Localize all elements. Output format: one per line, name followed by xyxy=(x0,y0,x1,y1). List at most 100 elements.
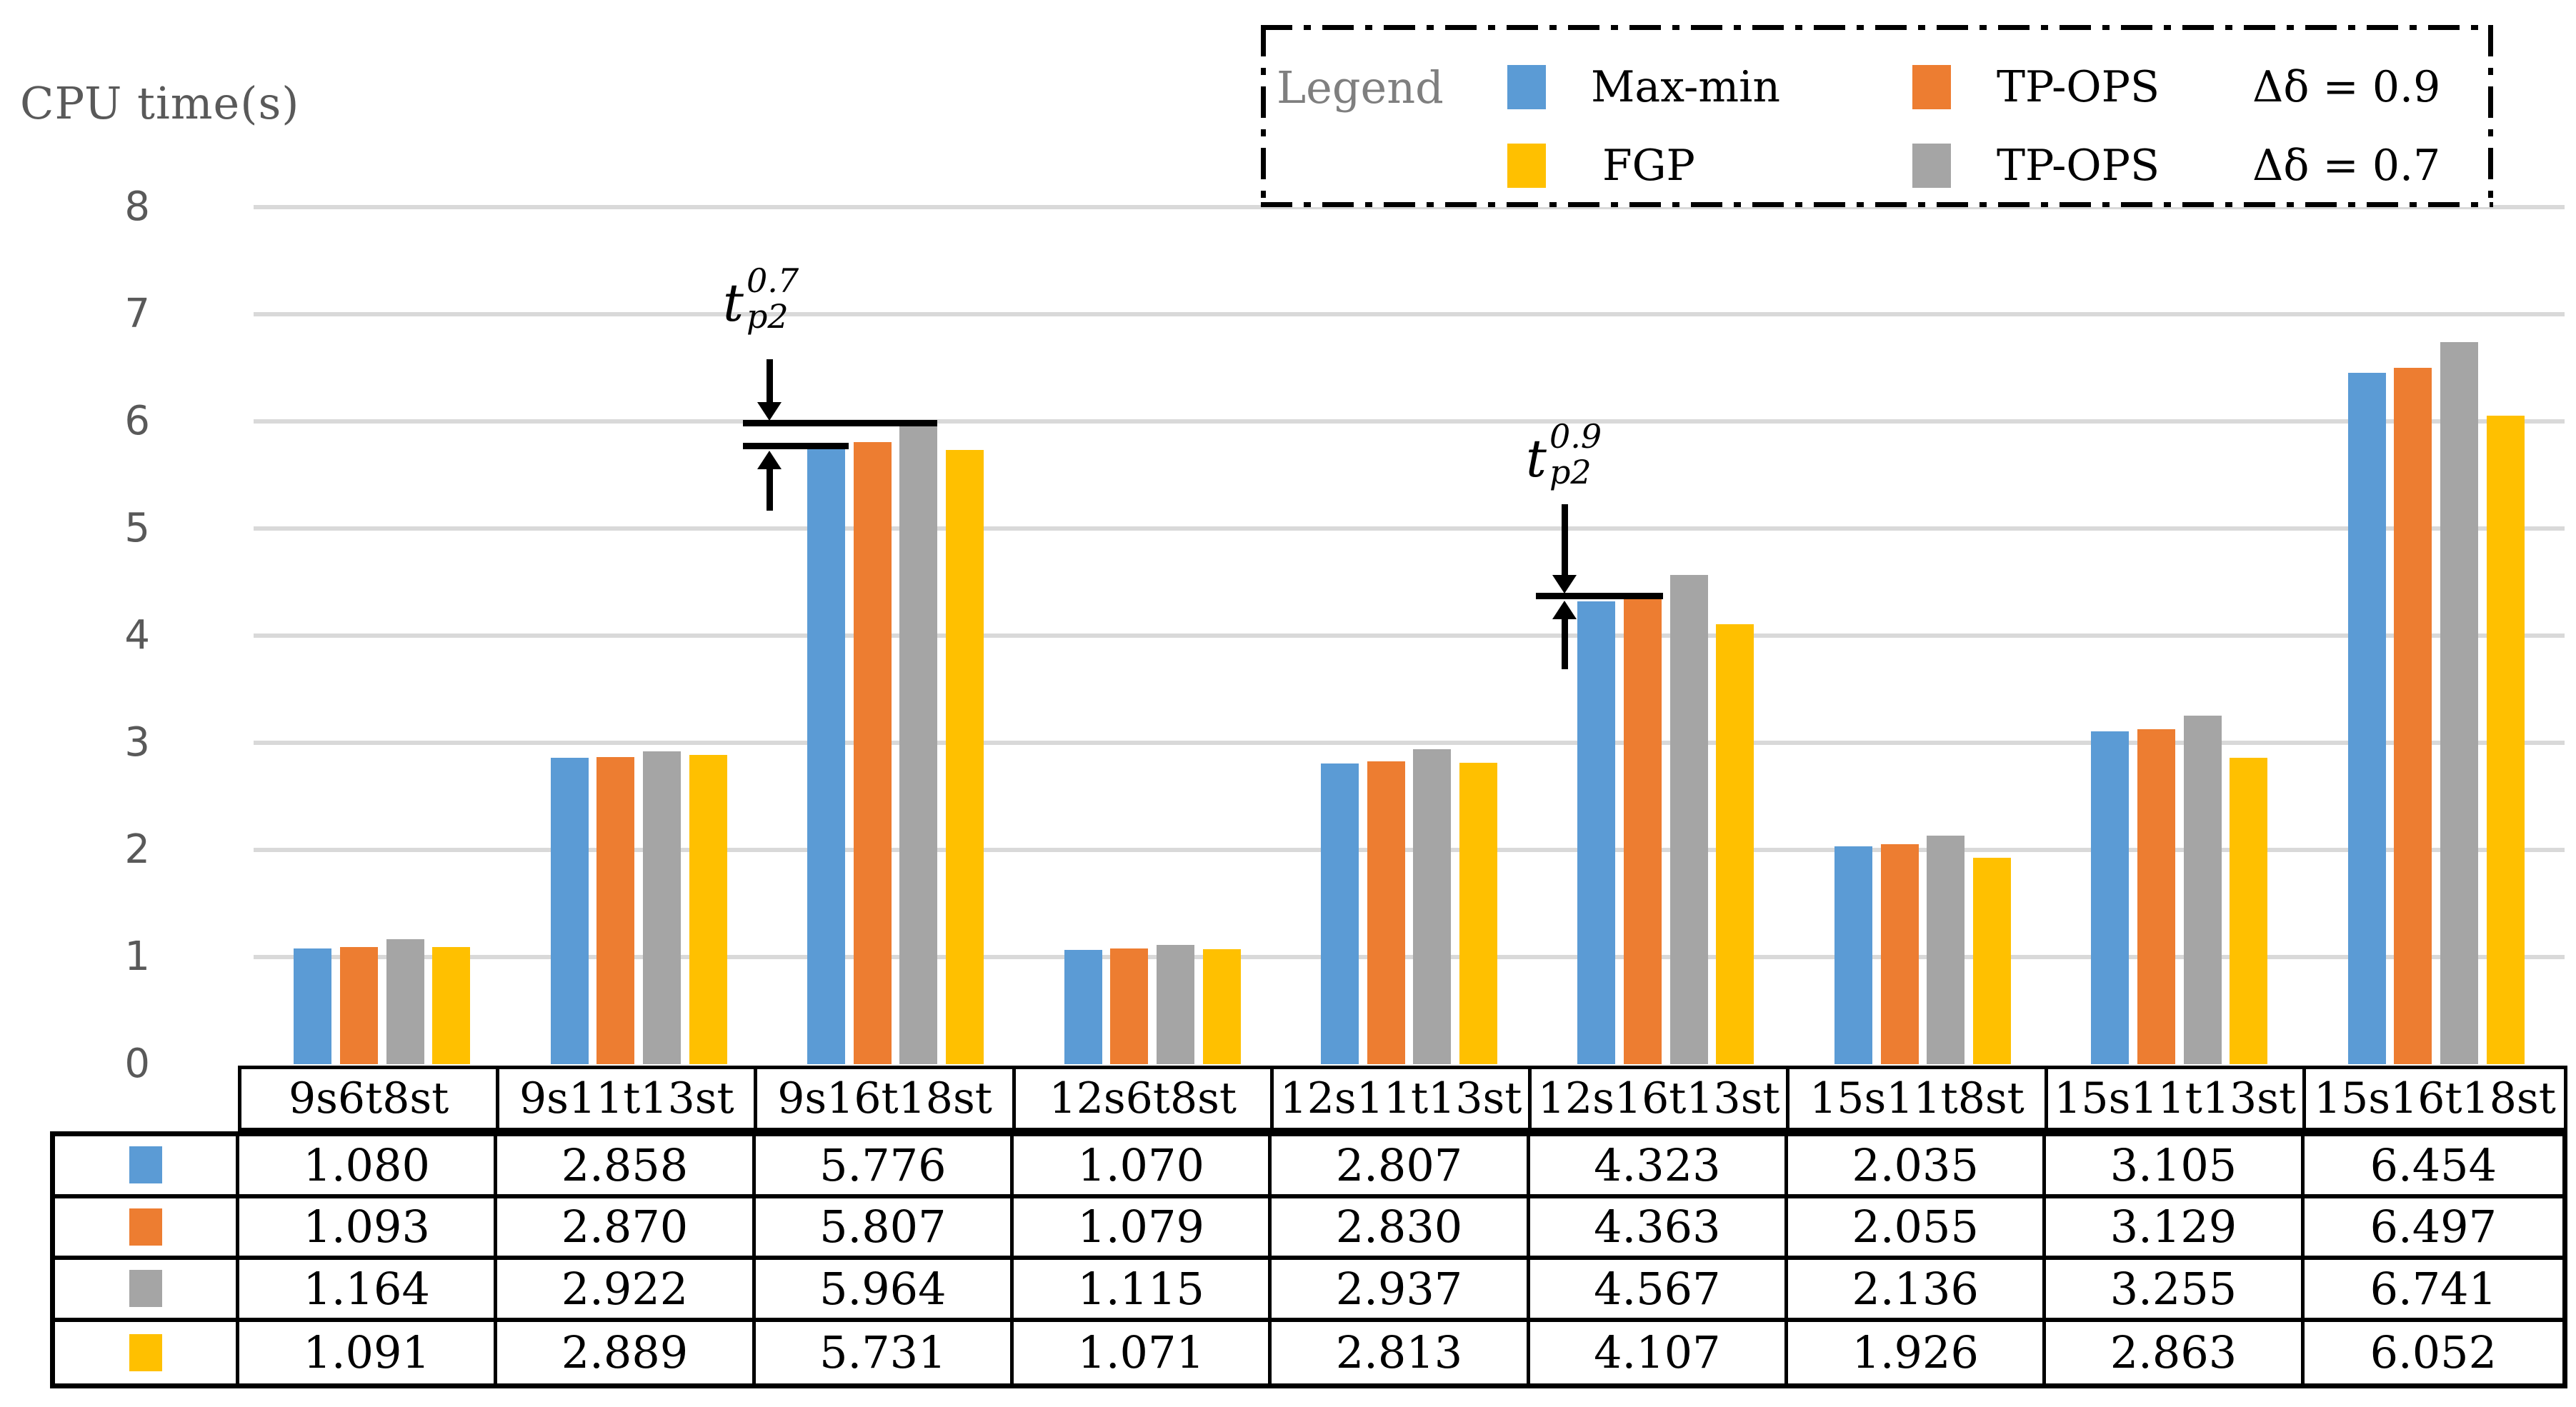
bar xyxy=(432,947,471,1064)
bar xyxy=(1669,574,1708,1064)
legend-swatch-max-min xyxy=(1507,65,1546,109)
annotation-tp2-09-text: t 0.9 p2 xyxy=(1526,419,1602,500)
value-cell: 2.922 xyxy=(497,1260,756,1322)
value-cell: 2.870 xyxy=(497,1198,756,1260)
legend-row: FGP TP-OPS Δδ = 0.7 xyxy=(1261,134,2493,198)
gridline xyxy=(254,419,2565,424)
value-cell: 4.323 xyxy=(1529,1136,1788,1198)
y-axis-tick-label: 7 xyxy=(124,291,150,337)
legend-border-top xyxy=(1261,25,2493,30)
legend-border-right xyxy=(2488,25,2493,207)
bar xyxy=(2347,372,2386,1064)
value-cell: 1.091 xyxy=(239,1321,498,1383)
value-cell: 6.052 xyxy=(2370,1326,2497,1379)
value-cell: 2.813 xyxy=(1272,1321,1530,1383)
value-cell: 5.964 xyxy=(755,1260,1014,1322)
value-cell: 2.055 xyxy=(1788,1198,2047,1260)
category-header-cell: 12s16t13st xyxy=(1532,1069,1790,1128)
bar xyxy=(1834,846,1872,1064)
legend-row: Legend Max-min TP-OPS Δδ = 0.9 xyxy=(1261,55,2493,119)
bar xyxy=(2486,416,2525,1064)
legend-entry-tp-ops-09: TP-OPS xyxy=(1997,62,2160,112)
gridline xyxy=(254,955,2565,959)
legend-swatch-tp-ops-07 xyxy=(1912,144,1951,188)
bar xyxy=(853,441,892,1064)
value-cell: 1.926 xyxy=(1788,1321,2047,1383)
annotation-tp2-07-text: t 0.7 p2 xyxy=(723,263,799,344)
y-axis-tick-label: 5 xyxy=(124,505,150,551)
value-cell: 5.807 xyxy=(755,1198,1014,1260)
value-cell: 2.937 xyxy=(1272,1260,1530,1322)
value-cell: 2.858 xyxy=(497,1136,756,1198)
gridline xyxy=(254,205,2565,209)
value-cell: 3.255 xyxy=(2046,1260,2305,1322)
dimension-line-lower xyxy=(743,443,849,449)
value-cell: 3.129 xyxy=(2046,1198,2305,1260)
value-cell: 1.070 xyxy=(1014,1136,1272,1198)
bar xyxy=(1459,763,1498,1064)
value-cell: 2.035 xyxy=(1788,1136,2047,1198)
dimension-arrow-tail-bottom xyxy=(767,466,773,511)
bar xyxy=(294,948,332,1064)
bar xyxy=(386,939,424,1064)
bar xyxy=(1413,749,1452,1064)
bar xyxy=(1064,949,1102,1064)
legend-swatch-tp-ops-09 xyxy=(1912,65,1951,109)
bar xyxy=(1927,835,1965,1064)
bar xyxy=(1367,761,1405,1064)
gridline xyxy=(254,848,2565,852)
bar xyxy=(1716,624,1754,1064)
value-cell: 2.807 xyxy=(1272,1136,1530,1198)
bar xyxy=(1624,596,1662,1064)
value-cell: 5.731 xyxy=(756,1321,1014,1383)
value-cell: 4.567 xyxy=(1529,1260,1788,1322)
bar xyxy=(2137,728,2175,1064)
down-arrow xyxy=(757,402,782,421)
bar xyxy=(946,450,984,1064)
chart-title: CPU time(s) xyxy=(20,77,300,129)
y-axis-tick-label: 6 xyxy=(124,398,150,444)
gridline xyxy=(254,634,2565,638)
series-swatch xyxy=(129,1270,162,1308)
bar xyxy=(2230,757,2268,1064)
category-header-cell: 15s16t18st xyxy=(2313,1073,2556,1123)
y-axis-tick-label: 0 xyxy=(124,1041,150,1087)
gridline xyxy=(254,526,2565,531)
bar xyxy=(1577,601,1616,1064)
y-axis-tick-label: 4 xyxy=(124,612,150,659)
series-swatch-cell xyxy=(55,1198,239,1260)
value-cell: 4.363 xyxy=(1529,1198,1788,1260)
y-axis-tick-label: 3 xyxy=(124,719,150,766)
y-axis-tick-label: 1 xyxy=(124,933,150,980)
bar xyxy=(1972,858,2011,1064)
legend-border-bottom xyxy=(1261,202,2493,207)
annotation-base: t xyxy=(723,273,744,333)
value-cell: 1.071 xyxy=(1014,1321,1272,1383)
value-cell: 6.497 xyxy=(2304,1198,2562,1260)
value-cell: 2.136 xyxy=(1788,1260,2047,1322)
bar xyxy=(1880,843,1919,1064)
bar xyxy=(2183,715,2222,1064)
bar xyxy=(339,947,378,1064)
value-cell: 5.776 xyxy=(755,1136,1014,1198)
dimension-arrow-tail-bottom xyxy=(1562,616,1568,669)
category-header-cell: 15s11t8st xyxy=(1789,1069,2048,1128)
value-cell: 1.093 xyxy=(239,1198,498,1260)
annotation-sup: 0.9 xyxy=(1549,417,1602,456)
bar xyxy=(1110,948,1149,1064)
bar xyxy=(899,425,938,1064)
legend-border-left xyxy=(1261,25,1266,207)
legend-box: Legend Max-min TP-OPS Δδ = 0.9 FGP TP-OP… xyxy=(1261,25,2493,207)
bar xyxy=(689,754,727,1064)
value-cell: 2.863 xyxy=(2046,1321,2305,1383)
value-cell: 1.079 xyxy=(1014,1198,1272,1260)
annotation-sub: p2 xyxy=(1549,453,1592,491)
annotation-sup: 0.7 xyxy=(746,261,799,300)
dimension-arrow-tail-top xyxy=(1562,504,1568,577)
value-cell: 4.107 xyxy=(1530,1321,1788,1383)
legend-entry-tp-ops-07: TP-OPS xyxy=(1997,141,2160,191)
value-cell: 2.889 xyxy=(497,1321,756,1383)
gridline xyxy=(254,741,2565,745)
value-cell: 2.830 xyxy=(1272,1198,1530,1260)
value-cell: 6.454 xyxy=(2304,1136,2562,1198)
